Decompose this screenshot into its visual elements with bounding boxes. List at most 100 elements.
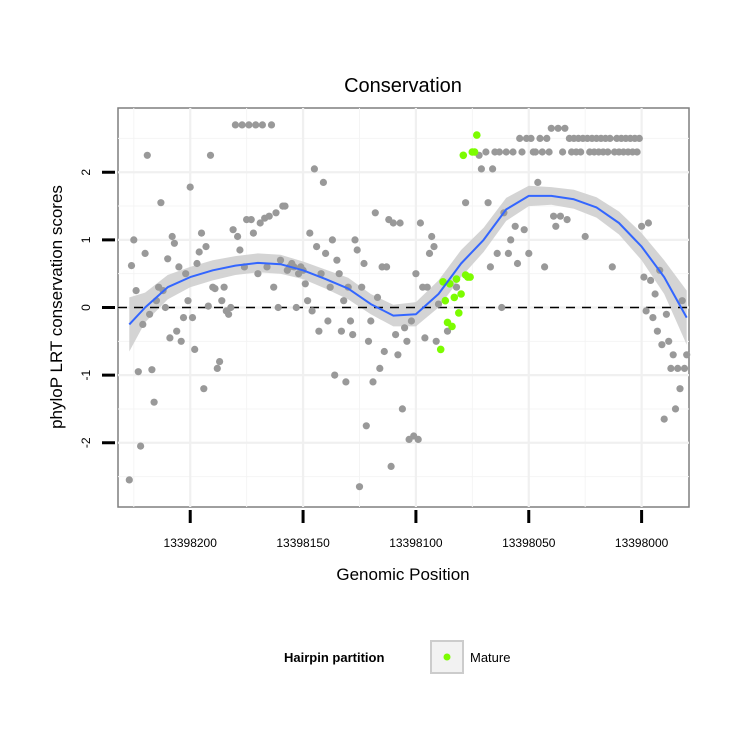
- x-tick-label: 13398100: [389, 536, 443, 550]
- point-other: [407, 317, 415, 325]
- point-other: [373, 293, 382, 301]
- point-other: [489, 165, 497, 173]
- point-other: [272, 209, 280, 217]
- point-other: [216, 358, 224, 366]
- point-other: [425, 249, 434, 257]
- point-other: [550, 212, 558, 220]
- point-other: [225, 310, 233, 318]
- point-other: [258, 121, 266, 129]
- point-other: [200, 385, 208, 393]
- point-other: [367, 317, 375, 325]
- point-other: [647, 276, 655, 284]
- point-other: [301, 280, 309, 288]
- point-other: [193, 259, 201, 268]
- point-other: [310, 165, 318, 173]
- smooth-trend-line: [128, 194, 688, 326]
- point-other: [498, 303, 506, 312]
- point-other: [315, 327, 323, 335]
- point-mature: [457, 290, 465, 298]
- point-other: [328, 236, 336, 244]
- point-other: [252, 121, 260, 129]
- point-other: [559, 148, 567, 156]
- point-other: [633, 148, 641, 156]
- point-other: [484, 199, 492, 207]
- point-other: [317, 270, 325, 278]
- point-other: [197, 229, 206, 237]
- point-other: [168, 232, 176, 241]
- point-other: [308, 307, 316, 315]
- point-other: [430, 243, 438, 251]
- point-other: [680, 364, 689, 372]
- point-other: [676, 385, 684, 393]
- point-other: [534, 178, 542, 186]
- point-other: [227, 303, 235, 312]
- point-other: [263, 263, 271, 271]
- point-other: [653, 327, 662, 335]
- point-other: [292, 303, 300, 312]
- point-mature: [466, 273, 474, 281]
- legend-entry-mature: Mature: [470, 650, 510, 665]
- x-tick-label: 13398000: [615, 536, 669, 550]
- point-other: [276, 256, 285, 264]
- point-other: [270, 283, 278, 291]
- point-other: [236, 246, 244, 254]
- point-other: [651, 290, 659, 298]
- point-other: [401, 324, 409, 332]
- point-other: [184, 297, 192, 305]
- point-other: [130, 236, 138, 244]
- point-mature: [452, 275, 461, 283]
- y-tick-label: -2: [79, 437, 93, 448]
- point-other: [392, 331, 400, 339]
- point-other: [561, 124, 569, 132]
- point-other: [346, 317, 355, 325]
- point-other: [660, 415, 668, 423]
- point-other: [335, 270, 343, 278]
- point-other: [527, 134, 535, 142]
- point-other: [148, 366, 156, 374]
- point-other: [658, 341, 666, 349]
- point-other: [493, 249, 501, 257]
- point-other: [518, 148, 526, 156]
- point-other: [678, 297, 686, 305]
- point-other: [552, 222, 560, 230]
- point-other: [513, 259, 522, 268]
- point-other: [452, 283, 461, 291]
- x-tick-label: 13398150: [276, 536, 330, 550]
- point-other: [170, 239, 178, 247]
- point-other: [342, 378, 350, 386]
- y-tick-label: 0: [79, 304, 93, 311]
- point-other: [683, 351, 691, 359]
- point-other: [362, 422, 370, 430]
- point-other: [161, 303, 169, 312]
- point-other: [394, 351, 402, 359]
- point-other: [281, 202, 289, 210]
- point-other: [175, 263, 183, 271]
- point-other: [369, 378, 377, 386]
- point-other: [556, 212, 565, 220]
- point-other: [387, 462, 395, 470]
- point-other: [220, 283, 228, 291]
- point-mature: [470, 148, 479, 156]
- point-other: [229, 226, 237, 234]
- point-other: [234, 232, 242, 241]
- point-other: [146, 310, 154, 318]
- point-other: [477, 165, 485, 173]
- x-tick-label: 13398200: [164, 536, 218, 550]
- series-mature-points: [436, 131, 481, 354]
- point-other: [543, 134, 551, 142]
- point-other: [179, 314, 188, 322]
- point-mature: [455, 309, 463, 317]
- y-axis-ticks: -2 -1 0 1 2: [79, 169, 115, 448]
- point-mature: [448, 322, 456, 331]
- point-other: [383, 263, 391, 271]
- point-other: [326, 283, 334, 291]
- point-other: [371, 209, 379, 217]
- y-tick-label: 1: [79, 236, 93, 243]
- y-tick-label: 2: [79, 169, 93, 176]
- point-other: [640, 273, 648, 281]
- point-other: [355, 483, 364, 491]
- point-other: [353, 246, 361, 254]
- point-other: [322, 249, 330, 257]
- x-axis-ticks: 13398200 13398150 13398100 13398050 13398000: [164, 510, 669, 550]
- point-other: [502, 148, 510, 156]
